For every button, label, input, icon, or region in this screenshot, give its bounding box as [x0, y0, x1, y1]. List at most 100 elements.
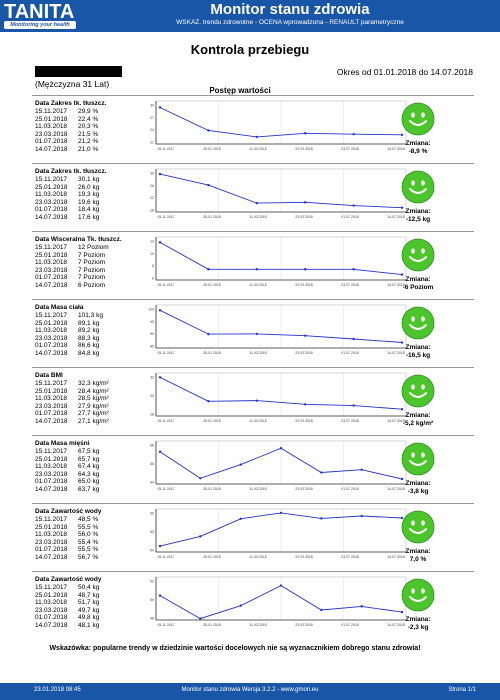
y-tick-label: 100: [148, 308, 154, 312]
row-date: 23.03.2018: [35, 538, 68, 546]
row-date: 15.11.2017: [35, 312, 68, 319]
y-tick-label: 12: [150, 240, 154, 244]
y-tick-label: 24: [150, 128, 154, 132]
row-value: 19,3 kg: [78, 191, 100, 198]
data-point: [158, 544, 162, 548]
x-tick-label: 25.01.2018: [203, 419, 221, 423]
report-period: Okres od 01.01.2018 do 14.07.2018: [336, 67, 473, 77]
row-value: 17,6 kg: [78, 213, 100, 221]
data-point: [360, 468, 363, 471]
change-summary: Zmiana: -12,5 kg: [377, 208, 459, 224]
row-date: 15.11.2017: [35, 244, 68, 251]
data-point: [304, 403, 307, 406]
data-point: [158, 594, 162, 597]
x-tick-label: 23.03.2018: [295, 215, 313, 219]
row-date: 11.03.2018: [35, 531, 68, 538]
x-tick-label: 11.03.2018: [249, 419, 266, 423]
row-date: 23.03.2018: [35, 130, 68, 138]
row-date: 25.01.2018: [35, 523, 68, 531]
data-point: [199, 535, 202, 538]
row-value: 29,9 %: [78, 108, 99, 115]
smiley-face-icon: [401, 374, 435, 408]
row-date: 23.03.2018: [35, 606, 68, 614]
change-summary: Zmiana: -8,9 %: [377, 140, 459, 156]
measurement-row: 14.07.2018 21,0 %: [35, 146, 98, 153]
measurement-row: 11.03.2018 28,5 kg/m²: [35, 395, 109, 402]
change-summary: Zmiana: -3,8 kg: [377, 480, 459, 496]
y-tick-label: 50: [150, 598, 154, 602]
data-point: [207, 400, 210, 403]
report-header: TANITA Monitoring your health Monitor st…: [0, 0, 500, 32]
measurement-row: 23.03.2018 64,3 kg: [35, 471, 99, 478]
x-tick-label: 01.07.2018: [341, 147, 359, 151]
measurement-row: 23.03.2018 21,5 %: [35, 131, 98, 138]
change-value: -8,9 %: [408, 148, 428, 155]
row-value: 7 Poziom: [78, 259, 106, 266]
row-date: 01.07.2018: [35, 206, 68, 213]
change-value: -16,5 kg: [405, 352, 431, 359]
row-date: 15.11.2017: [35, 176, 68, 183]
measurement-row: 25.01.2018 28,4 kg/m²: [35, 388, 109, 395]
x-tick-label: 14.07.2018: [387, 623, 405, 627]
x-tick-label: 11.03.2018: [249, 623, 266, 627]
series-line: [159, 309, 403, 343]
data-point: [400, 610, 404, 614]
row-value: 63,7 kg: [78, 485, 100, 493]
x-tick-label: 25.01.2018: [203, 351, 221, 355]
change-summary: Zmiana: -16,5 kg: [377, 344, 459, 360]
row-value: 12 Poziom: [78, 244, 109, 251]
x-tick-label: 25.01.2018: [203, 147, 221, 151]
row-date: 25.01.2018: [35, 387, 68, 395]
x-tick-label: 23.03.2018: [295, 147, 313, 151]
row-date: 11.03.2018: [35, 259, 68, 266]
change-label: Zmiana:: [405, 276, 431, 283]
x-tick-label: 01.07.2018: [341, 283, 359, 287]
row-date: 01.07.2018: [35, 478, 68, 485]
change-summary: Zmiana: -2,3 kg: [377, 616, 459, 632]
row-date: 23.03.2018: [35, 198, 68, 206]
y-tick-label: 6: [152, 277, 154, 281]
data-point: [279, 446, 283, 450]
y-tick-label: 30: [150, 172, 154, 176]
brand-tagline: Monitoring your health: [4, 21, 76, 29]
row-value: 55,5 %: [78, 523, 99, 531]
measurement-row: 14.07.2018 63,7 kg: [35, 486, 99, 493]
row-value: 48,5 %: [78, 516, 99, 523]
change-label: Zmiana:: [405, 208, 431, 215]
row-value: 30,1 kg: [78, 176, 100, 183]
data-point: [400, 206, 404, 209]
data-point: [400, 133, 404, 136]
data-point: [352, 337, 355, 341]
measurement-row: 15.11.2017 29,9 %: [35, 108, 98, 115]
change-value: -3,8 kg: [407, 488, 429, 495]
measurement-row: 11.03.2018 20,3 %: [35, 123, 98, 130]
row-value: 89,2 kg: [78, 327, 100, 334]
data-point: [207, 332, 210, 336]
data-point: [255, 201, 258, 205]
measurement-row: 25.01.2018 89,1 kg: [35, 320, 99, 327]
row-value: 89,1 kg: [78, 319, 100, 327]
smiley-face-icon: [401, 442, 435, 476]
row-value: 50,4 kg: [78, 584, 100, 591]
row-value: 65,0 kg: [78, 478, 100, 485]
measurement-row: 15.11.2017 50,4 kg: [35, 584, 99, 591]
data-point: [207, 268, 210, 271]
row-date: 15.11.2017: [35, 380, 68, 387]
y-tick-label: 22: [150, 196, 154, 200]
data-point: [158, 172, 162, 176]
x-tick-label: 14.07.2018: [387, 555, 405, 559]
y-tick-label: 50: [150, 549, 154, 553]
data-point: [255, 135, 258, 139]
y-tick-label: 30: [150, 394, 154, 398]
y-tick-label: 8: [152, 264, 154, 268]
row-date: 01.07.2018: [35, 410, 68, 417]
measurement-row: 01.07.2018 49,8 kg: [35, 614, 99, 621]
series-line: [159, 376, 403, 410]
x-tick-label: 15.11.2017: [157, 623, 174, 627]
row-value: 56,7 %: [78, 553, 99, 561]
x-tick-label: 15.11.2017: [157, 147, 174, 151]
x-tick-label: 25.01.2018: [203, 283, 221, 287]
data-point: [158, 106, 162, 109]
row-date: 25.01.2018: [35, 319, 68, 327]
series-line: [159, 173, 403, 209]
